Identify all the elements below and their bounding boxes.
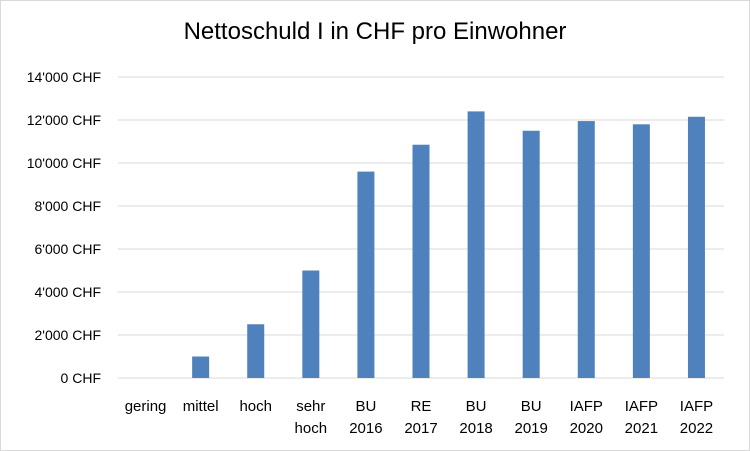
y-tick-label: 4'000 CHF (35, 284, 101, 300)
y-tick-label: 14'000 CHF (27, 69, 101, 85)
bars (192, 111, 705, 379)
y-tick-label: 0 CHF (61, 370, 101, 386)
y-tick-label: 10'000 CHF (27, 155, 101, 171)
x-tick-label: mittel (183, 398, 219, 415)
x-tick-label: IAFP 2021 (625, 398, 658, 437)
x-tick-label: BU 2018 (459, 398, 492, 437)
y-tick-label: 6'000 CHF (35, 241, 101, 257)
x-tick-label: sehr hoch (295, 398, 328, 437)
x-tick-label: RE 2017 (404, 398, 437, 437)
bar (412, 144, 430, 378)
bar (577, 121, 595, 378)
bar (632, 124, 650, 378)
bar (247, 324, 265, 378)
x-tick-label: hoch (239, 398, 272, 415)
bar (687, 116, 705, 379)
y-tick-label: 2'000 CHF (35, 327, 101, 343)
bar (302, 270, 320, 378)
x-tick-label: IAFP 2022 (680, 398, 713, 437)
x-tick-label: BU 2016 (349, 398, 382, 437)
x-tick-label: gering (125, 398, 167, 415)
chart-title: Nettoschuld I in CHF pro Einwohner (183, 18, 567, 45)
bar (192, 356, 210, 378)
x-tick-label: IAFP 2020 (570, 398, 603, 437)
y-axis-tick-labels: 0 CHF 2'000 CHF 4'000 CHF 6'000 CHF 8'000 CH… (27, 69, 101, 386)
y-tick-label: 12'000 CHF (27, 112, 101, 128)
bar (522, 130, 540, 378)
y-tick-label: 8'000 CHF (35, 198, 101, 214)
bar (357, 171, 375, 378)
x-axis-tick-labels: gering mittel hoch sehr hoch BU 2016 RE 2017 BU 20… (125, 398, 713, 437)
bar (467, 111, 485, 379)
x-tick-label: BU 2019 (514, 398, 547, 437)
